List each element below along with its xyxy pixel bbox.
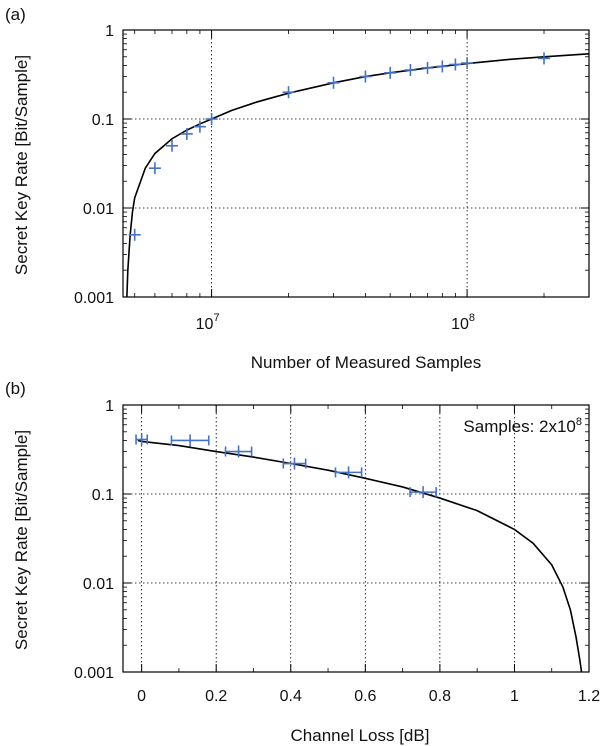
data-point bbox=[461, 57, 474, 70]
y-tick-label: 1 bbox=[105, 23, 114, 40]
y-axis-label-a: Secret Key Rate [Bit/Sample] bbox=[12, 55, 31, 275]
y-tick-label: 0.1 bbox=[92, 487, 114, 504]
tick-labels-b: 0.001 0.01 0.1 1 0 0.2 0.4 0.6 0.8 1 1.2 bbox=[74, 398, 600, 705]
curve-a bbox=[126, 53, 590, 298]
data-point bbox=[224, 445, 253, 458]
panel-label-a: (a) bbox=[5, 5, 26, 24]
axes-a bbox=[122, 29, 590, 298]
chart-a: (a) 0.001 0.01 0.1 1 107 108 Number of Measur… bbox=[5, 5, 590, 372]
tick-labels-a: 0.001 0.01 0.1 1 107 108 bbox=[74, 23, 475, 333]
data-point bbox=[334, 466, 363, 479]
x-tick-label: 0.8 bbox=[429, 688, 451, 705]
data-point bbox=[193, 120, 206, 133]
axes-b bbox=[122, 404, 590, 673]
curve-b bbox=[137, 439, 583, 673]
plot-frame bbox=[122, 404, 590, 673]
data-point bbox=[359, 70, 372, 83]
data-point bbox=[409, 486, 437, 499]
points-b bbox=[135, 433, 437, 499]
model-curve bbox=[137, 439, 583, 673]
data-point bbox=[327, 76, 340, 89]
data-point bbox=[404, 64, 417, 77]
data-point bbox=[421, 61, 434, 74]
data-point bbox=[205, 113, 218, 125]
data-point bbox=[538, 52, 551, 65]
y-tick-label: 0.01 bbox=[83, 576, 114, 593]
grid-a bbox=[123, 30, 589, 297]
x-tick-label: 0.6 bbox=[354, 688, 376, 705]
y-tick-label: 0.001 bbox=[74, 290, 114, 307]
data-point bbox=[436, 60, 449, 73]
data-point bbox=[128, 228, 141, 241]
y-tick-label: 0.1 bbox=[92, 112, 114, 129]
annotation-b-sup: 8 bbox=[576, 416, 582, 428]
data-point bbox=[180, 127, 193, 140]
data-point bbox=[449, 58, 462, 71]
x-axis-label-a: Number of Measured Samples bbox=[251, 353, 482, 372]
plot-frame bbox=[122, 29, 590, 298]
data-point bbox=[282, 457, 307, 470]
x-tick-label: 0 bbox=[137, 688, 146, 705]
x-tick-label: 0.4 bbox=[280, 688, 302, 705]
y-axis-label-b: Secret Key Rate [Bit/Sample] bbox=[12, 430, 31, 650]
annotation-b: Samples: 2x108 bbox=[463, 416, 582, 436]
data-point bbox=[148, 162, 161, 175]
data-point bbox=[166, 139, 179, 152]
model-curve bbox=[126, 53, 590, 298]
x-tick-label: 1.2 bbox=[578, 688, 600, 705]
x-tick-label: 1 bbox=[510, 688, 519, 705]
data-point bbox=[282, 86, 295, 99]
panel-label-b: (b) bbox=[5, 379, 26, 398]
y-tick-label: 0.01 bbox=[83, 201, 114, 218]
chart-b: (b) 0.001 0.01 0.1 1 0 0.2 0.4 0.6 0.8 1 1.2 Chann… bbox=[5, 379, 600, 745]
data-point bbox=[170, 434, 210, 447]
x-axis-label-b: Channel Loss [dB] bbox=[291, 726, 430, 745]
points-a bbox=[128, 52, 551, 241]
data-point bbox=[384, 66, 397, 79]
x-tick-label: 0.2 bbox=[205, 688, 227, 705]
data-point bbox=[135, 433, 149, 446]
y-tick-label: 0.001 bbox=[74, 665, 114, 682]
x-tick-label: 108 bbox=[451, 312, 475, 333]
grid-b bbox=[123, 405, 589, 672]
x-tick-label: 107 bbox=[196, 312, 220, 333]
y-tick-label: 1 bbox=[105, 398, 114, 415]
annotation-b-text: Samples: 2x10 bbox=[463, 417, 575, 436]
